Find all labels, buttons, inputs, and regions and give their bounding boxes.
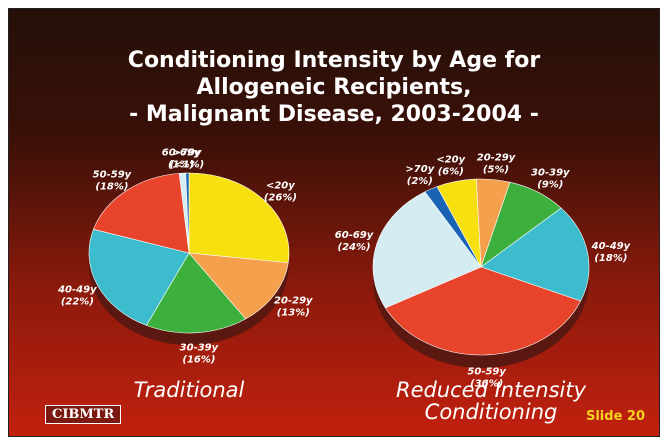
- slice-label: 50-59y (18%): [93, 169, 132, 192]
- slice-label: <20y (26%): [264, 180, 297, 203]
- title-line: - Malignant Disease, 2003-2004 -: [129, 102, 539, 127]
- value-label: (1%): [168, 160, 194, 171]
- value-label: (18%): [95, 181, 128, 192]
- logo: CIBMTR: [45, 405, 122, 424]
- value-label: (16%): [182, 354, 215, 365]
- category-label: >70y: [173, 147, 202, 158]
- title-line: Allogeneic Recipients,: [196, 75, 472, 100]
- pie-slice: [185, 172, 190, 254]
- value-label: (13%): [277, 308, 310, 319]
- pie-slice: [188, 252, 289, 320]
- value-label: (9%): [537, 180, 563, 191]
- slice-label: 20-29y (13%): [274, 296, 313, 319]
- category-label: <20y: [266, 180, 295, 191]
- pie-slice: [188, 172, 290, 264]
- category-label: 40-49y: [591, 241, 631, 252]
- category-label: 30-39y: [180, 342, 219, 353]
- category-label: 50-59y: [93, 169, 132, 180]
- category-label: <20y: [436, 155, 465, 166]
- category-label: >70y: [405, 164, 434, 175]
- slice-label: 30-39y (16%): [180, 342, 219, 365]
- value-label: (22%): [61, 296, 94, 307]
- slide-number: Slide 20: [585, 409, 645, 424]
- slide: <20y (26%) 20-29y (13%) 30-39y (16%) 40-49y (22…: [8, 8, 660, 437]
- slice-label: 40-49y (22%): [57, 284, 97, 307]
- category-label: 30-39y: [531, 168, 570, 179]
- title: Conditioning Intensity by Age for Alloge…: [9, 47, 659, 128]
- value-label: (6%): [438, 167, 464, 178]
- pie-slice: [88, 228, 190, 326]
- slice-label: 60-69y (1%): [162, 148, 201, 171]
- pie-slice: [146, 252, 247, 334]
- category-label: 20-29y: [477, 152, 516, 163]
- slice-label: <20y (6%): [436, 155, 465, 178]
- category-label: 60-69y: [335, 230, 374, 241]
- slice-label: 30-39y (9%): [531, 168, 570, 191]
- category-label: 50-59y: [467, 366, 506, 377]
- pie-slice: [424, 186, 482, 268]
- charts: <20y (26%)20-29y (13%)30-39y (16%)40-49y (22…: [57, 147, 631, 389]
- title-line: Conditioning Intensity by Age for: [127, 48, 541, 73]
- category-label: 40-49y: [57, 284, 97, 295]
- pie-title: Reduced Intensity Conditioning: [395, 378, 587, 424]
- value-label: (5%): [483, 164, 509, 175]
- category-label: 60-69y: [162, 148, 201, 159]
- pie-slice: [384, 266, 582, 356]
- value-label: (2%): [407, 176, 433, 187]
- value-label: (18%): [594, 253, 627, 264]
- slice-label: 40-49y (18%): [591, 241, 631, 264]
- slice-label: 20-29y (5%): [477, 152, 516, 175]
- category-label: 20-29y: [274, 296, 313, 307]
- slice-label: 60-69y (24%): [335, 230, 374, 253]
- value-label: (26%): [264, 192, 297, 203]
- value-label: (36%): [470, 378, 503, 389]
- pie-slice: [480, 207, 590, 302]
- slice-label: >70y (2%): [405, 164, 434, 187]
- pie-title: Traditional: [133, 378, 245, 402]
- value-label: (24%): [338, 242, 371, 253]
- value-label: (<1%): [170, 159, 205, 170]
- pie-slice: [93, 173, 190, 254]
- slice-label: 50-59y (36%): [467, 366, 506, 389]
- pie-slice: [372, 191, 482, 309]
- slice-label: >70y (<1%): [170, 147, 205, 170]
